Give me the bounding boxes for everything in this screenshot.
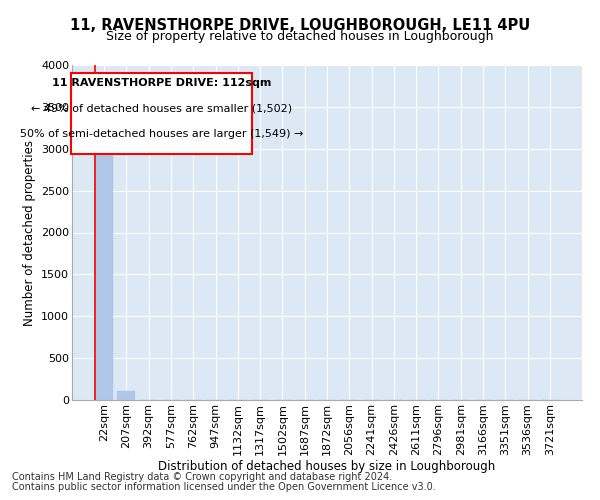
Y-axis label: Number of detached properties: Number of detached properties	[23, 140, 35, 326]
Bar	[95, 148, 113, 400]
Text: 50% of semi-detached houses are larger (1,549) →: 50% of semi-detached houses are larger (…	[20, 128, 303, 138]
Text: Size of property relative to detached houses in Loughborough: Size of property relative to detached ho…	[106, 30, 494, 43]
Text: Contains HM Land Registry data © Crown copyright and database right 2024.: Contains HM Land Registry data © Crown c…	[12, 472, 392, 482]
X-axis label: Distribution of detached houses by size in Loughborough: Distribution of detached houses by size …	[158, 460, 496, 473]
Text: 11, RAVENSTHORPE DRIVE, LOUGHBOROUGH, LE11 4PU: 11, RAVENSTHORPE DRIVE, LOUGHBOROUGH, LE…	[70, 18, 530, 32]
Text: 11 RAVENSTHORPE DRIVE: 112sqm: 11 RAVENSTHORPE DRIVE: 112sqm	[52, 78, 271, 88]
Text: ← 49% of detached houses are smaller (1,502): ← 49% of detached houses are smaller (1,…	[31, 104, 292, 114]
Bar	[118, 391, 136, 400]
FancyBboxPatch shape	[71, 74, 252, 154]
Text: Contains public sector information licensed under the Open Government Licence v3: Contains public sector information licen…	[12, 482, 436, 492]
